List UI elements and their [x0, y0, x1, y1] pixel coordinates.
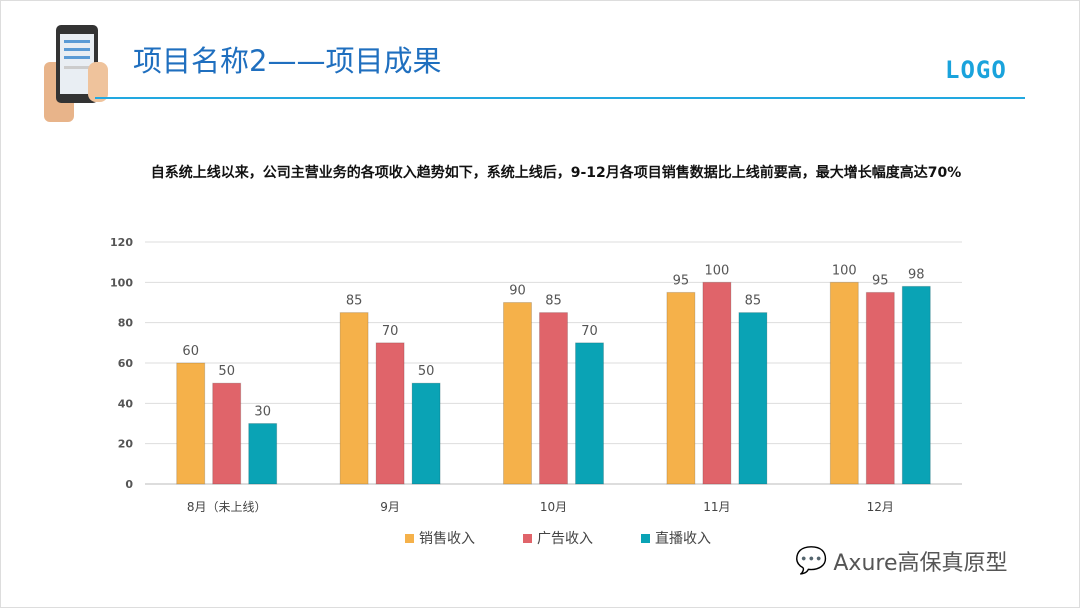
- bar-广告收入: [375, 342, 405, 485]
- x-tick-label: 11月: [703, 500, 730, 514]
- y-tick-label: 0: [125, 478, 133, 491]
- watermark-text: Axure高保真原型: [833, 551, 1008, 576]
- data-label: 85: [346, 294, 363, 309]
- x-tick-label: 8月（未上线）: [187, 500, 267, 514]
- wechat-icon: 💬: [795, 546, 828, 576]
- data-label: 60: [182, 344, 199, 359]
- legend-swatch: [523, 534, 532, 543]
- watermark: 💬 Axure高保真原型: [795, 545, 1008, 577]
- bar-广告收入: [539, 312, 568, 485]
- bar-直播收入: [901, 285, 931, 485]
- data-label: 95: [872, 273, 889, 288]
- legend-swatch: [641, 534, 650, 543]
- bar-销售收入: [339, 312, 369, 485]
- chart-subtitle: 自系统上线以来，公司主营业务的各项收入趋势如下，系统上线后，9-12月各项目销售…: [150, 165, 962, 181]
- x-tick-label: 9月: [380, 500, 400, 514]
- bar-直播收入: [248, 423, 278, 485]
- x-tick-label: 12月: [867, 500, 894, 514]
- bar-广告收入: [865, 291, 895, 485]
- bar-销售收入: [176, 362, 206, 485]
- data-label: 85: [745, 294, 762, 309]
- data-label: 30: [254, 405, 271, 420]
- y-tick-label: 120: [110, 236, 133, 249]
- chart-legend: 销售收入 广告收入 直播收入: [405, 528, 711, 548]
- y-tick-label: 80: [118, 317, 134, 330]
- page-title: 项目名称2——项目成果: [133, 44, 442, 78]
- bar-销售收入: [666, 291, 696, 485]
- phone-in-hand-icon: [44, 25, 108, 122]
- y-tick-label: 60: [118, 357, 134, 370]
- data-label: 70: [581, 324, 598, 339]
- data-label: 95: [673, 273, 690, 288]
- data-label: 50: [418, 364, 435, 379]
- legend-swatch: [405, 534, 414, 543]
- bar-直播收入: [575, 342, 604, 485]
- bar-销售收入: [829, 281, 859, 485]
- y-tick-label: 100: [110, 276, 133, 289]
- bar-广告收入: [212, 382, 242, 485]
- data-label: 100: [832, 263, 857, 278]
- legend-label: 直播收入: [655, 531, 711, 547]
- data-label: 98: [908, 267, 925, 282]
- legend-label: 广告收入: [537, 531, 593, 547]
- legend-item: 销售收入: [405, 528, 475, 548]
- legend-item: 广告收入: [523, 528, 593, 548]
- legend-label: 销售收入: [419, 531, 475, 547]
- data-label: 90: [509, 284, 526, 299]
- legend-item: 直播收入: [641, 528, 711, 548]
- logo: LOGO: [945, 56, 1007, 84]
- data-label: 50: [218, 364, 235, 379]
- bar-销售收入: [503, 302, 532, 485]
- bar-直播收入: [738, 312, 768, 485]
- bar-直播收入: [411, 382, 441, 485]
- x-tick-label: 10月: [540, 500, 567, 514]
- y-tick-label: 20: [118, 438, 134, 451]
- y-tick-label: 40: [118, 397, 134, 410]
- data-label: 100: [704, 263, 729, 278]
- title-divider: [95, 97, 1025, 99]
- bar-chart: 0 20 40 60 80 100 120 8月（未上线） 60 50 30 9月 85 70 50 10月 9…: [110, 236, 962, 514]
- data-label: 85: [545, 294, 562, 309]
- bar-广告收入: [702, 281, 732, 485]
- data-label: 70: [382, 324, 399, 339]
